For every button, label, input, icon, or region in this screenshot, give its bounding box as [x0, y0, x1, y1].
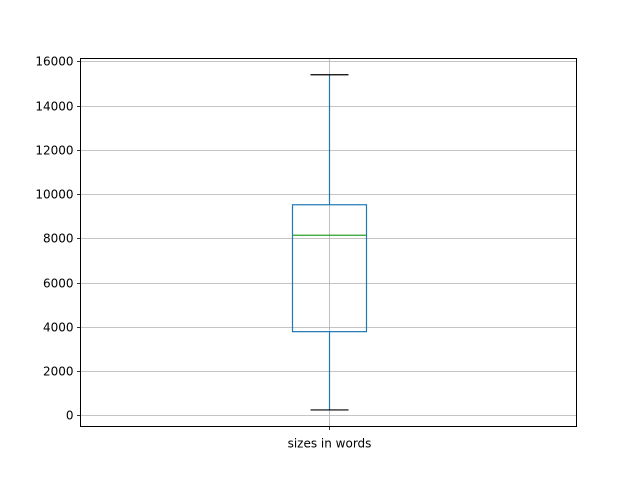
y-tick-label: 8000: [43, 232, 74, 246]
y-tick-label: 14000: [35, 100, 73, 114]
y-tick-label: 10000: [35, 188, 73, 202]
box-marks: [291, 74, 368, 411]
y-tick-label: 0: [66, 409, 74, 423]
x-tick-label: sizes in words: [288, 437, 372, 451]
y-tick-label: 16000: [35, 55, 73, 69]
grid: [80, 58, 577, 427]
y-tick-label: 4000: [43, 321, 74, 335]
box-iqr: [291, 204, 368, 333]
y-axis: 0 2000 4000 6000 8000 10000 12000 14000 16000: [35, 55, 81, 423]
y-tick-label: 12000: [35, 144, 73, 158]
y-tick-label: 6000: [43, 277, 74, 291]
x-axis: sizes in words: [288, 426, 372, 451]
plot-frame: [80, 58, 577, 427]
y-tick-label: 2000: [43, 365, 74, 379]
